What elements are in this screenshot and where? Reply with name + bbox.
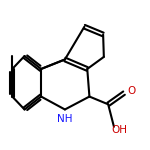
- Text: OH: OH: [112, 125, 128, 135]
- Text: O: O: [128, 86, 136, 96]
- Text: NH: NH: [57, 114, 73, 124]
